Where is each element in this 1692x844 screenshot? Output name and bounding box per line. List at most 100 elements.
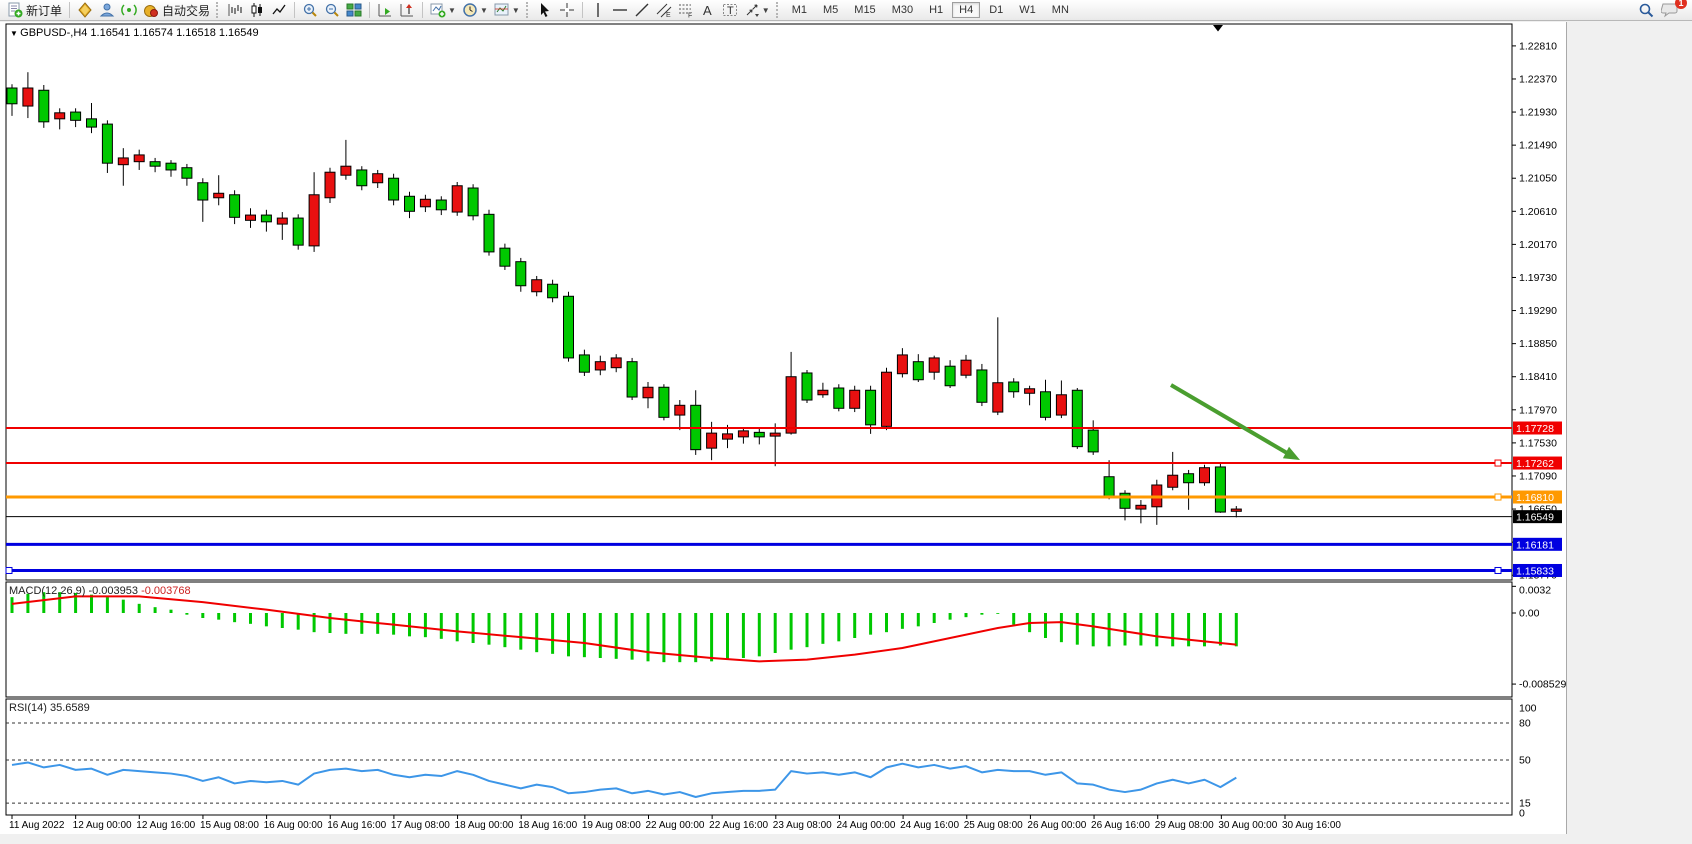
trend-arrow-line[interactable]	[1169, 383, 1289, 455]
time-tick-label: 25 Aug 08:00	[964, 820, 1023, 831]
line-chart-button[interactable]	[268, 1, 290, 20]
horizontal-line-icon	[612, 9, 627, 11]
candle	[245, 208, 256, 228]
candle	[404, 191, 415, 219]
candle-body	[388, 177, 400, 201]
time-tick-label: 30 Aug 00:00	[1218, 820, 1277, 831]
candle-body	[706, 432, 718, 449]
rsi-line	[11, 761, 1237, 798]
candle	[1214, 463, 1226, 513]
arrows-dropdown[interactable]: ▼	[741, 1, 773, 20]
line-handle[interactable]	[5, 566, 13, 574]
line-handle[interactable]	[1494, 459, 1502, 467]
candle-body	[260, 214, 272, 223]
candle-body	[101, 123, 113, 164]
candlestick-button[interactable]	[246, 1, 268, 20]
candle	[467, 184, 479, 221]
price-badge-label: 1.16549	[1516, 512, 1554, 524]
macd-axis-label: 0.00	[1519, 608, 1540, 620]
candle	[1199, 464, 1210, 486]
line-handle[interactable]	[1494, 566, 1502, 574]
navigator-button[interactable]	[96, 1, 118, 20]
bar-chart-button[interactable]	[224, 1, 246, 20]
candle	[1183, 469, 1195, 510]
chart-shift-button[interactable]	[396, 1, 418, 20]
auto-scroll-button[interactable]	[374, 1, 396, 20]
candle	[419, 194, 431, 213]
candle-body	[928, 357, 940, 373]
text-label-button[interactable]: T	[719, 1, 741, 20]
text-label-icon: T	[722, 4, 737, 17]
candle-body	[483, 213, 495, 253]
chart-shift-icon	[400, 4, 414, 17]
clock-icon	[463, 3, 477, 17]
rsi-axis-label: 15	[1519, 798, 1531, 810]
chart-canvas[interactable]: 1.22810 1.22370 1.21930 1.21490 1.21050 1.206…	[0, 22, 1566, 834]
market-watch-button[interactable]	[74, 1, 96, 20]
candle-body	[753, 431, 765, 438]
zoom-out-icon	[325, 3, 339, 17]
candle	[594, 355, 606, 376]
macd-label: MACD(12,26,9) -0.003953 -0.003768	[9, 585, 191, 597]
notifications-button[interactable]: 1	[1658, 0, 1687, 20]
candle-body	[451, 185, 463, 213]
chevron-down-icon: ▼	[479, 5, 488, 15]
timeframe-button-M1[interactable]: M1	[791, 4, 807, 16]
terminal-button[interactable]	[118, 1, 140, 20]
candle	[610, 354, 622, 373]
candle	[1008, 378, 1020, 398]
separator	[69, 2, 71, 18]
zoom-in-button[interactable]	[299, 1, 321, 20]
notification-badge: 1	[1675, 0, 1687, 9]
new-order-label: 新订单	[26, 3, 63, 18]
candle	[388, 173, 400, 206]
toolbar: 新订单 自动交易	[0, 0, 1692, 21]
candle-body	[626, 361, 638, 398]
trendline-button[interactable]	[631, 1, 653, 20]
candle-body	[1230, 508, 1242, 512]
time-tick-label: 16 Aug 16:00	[327, 820, 386, 831]
candle-body	[149, 161, 161, 167]
candle	[324, 167, 336, 204]
candle	[276, 212, 288, 240]
timeframe-button-M30[interactable]: M30	[891, 4, 914, 16]
fibonacci-button[interactable]: F	[675, 1, 697, 20]
templates-dropdown[interactable]: ▼	[491, 1, 523, 20]
timeframe-button-M5[interactable]: M5	[823, 4, 839, 16]
timeframe-button-D1[interactable]: D1	[989, 4, 1004, 16]
equidistant-channel-button[interactable]: E	[653, 1, 675, 20]
horizontal-line-button[interactable]	[609, 1, 631, 20]
vertical-line-icon	[597, 3, 599, 17]
search-button[interactable]	[1635, 1, 1658, 20]
toolbar-grip	[775, 2, 781, 18]
crosshair-button[interactable]	[556, 1, 578, 20]
candle-body	[785, 376, 797, 434]
candle-body	[578, 354, 590, 373]
svg-text:E: E	[666, 12, 671, 18]
zoom-out-button[interactable]	[321, 1, 343, 20]
line-handle[interactable]	[1494, 493, 1502, 501]
time-tick-label: 26 Aug 00:00	[1027, 820, 1086, 831]
chevron-down-icon: ▼	[761, 5, 770, 15]
text-icon: A	[703, 3, 712, 18]
new-chart-dropdown[interactable]: ▼	[427, 1, 459, 20]
candle-body	[86, 118, 97, 128]
periods-dropdown[interactable]: ▼	[459, 1, 491, 20]
candle-body	[1008, 381, 1020, 393]
cursor-button[interactable]	[534, 1, 556, 20]
timeframe-button-W1[interactable]: W1	[1019, 4, 1036, 16]
vertical-line-button[interactable]	[587, 1, 609, 20]
toolbar-right-group: 1	[1635, 0, 1687, 20]
new-order-button[interactable]: 新订单	[4, 1, 65, 20]
timeframe-button-M15[interactable]: M15	[854, 4, 876, 16]
candle	[70, 108, 82, 128]
templates-icon	[494, 3, 509, 16]
chart-shift-marker[interactable]	[1213, 25, 1223, 32]
timeframe-button-MN[interactable]: MN	[1051, 4, 1069, 16]
text-button[interactable]: A	[697, 1, 719, 20]
timeframe-button-H1[interactable]: H1	[929, 4, 944, 16]
candle	[674, 400, 686, 431]
auto-trading-button[interactable]: 自动交易	[140, 1, 213, 20]
timeframe-button-H4[interactable]: H4	[952, 2, 981, 18]
tile-windows-button[interactable]	[343, 1, 365, 20]
